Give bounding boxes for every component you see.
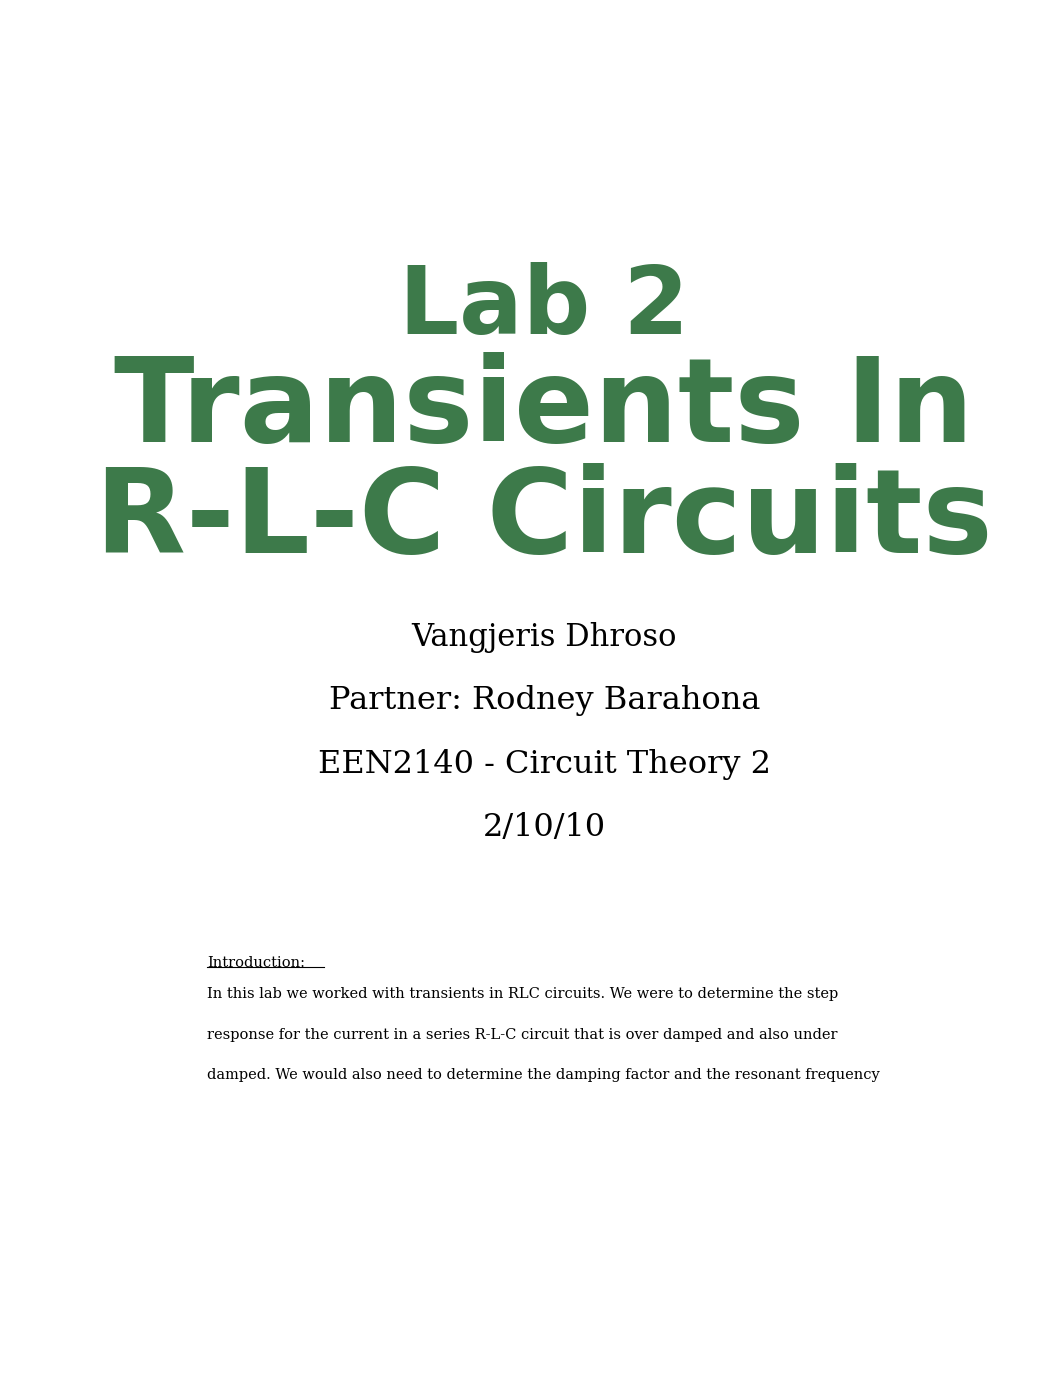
Text: damped. We would also need to determine the damping factor and the resonant freq: damped. We would also need to determine … [207, 1069, 879, 1082]
Text: R-L-C Circuits: R-L-C Circuits [96, 463, 993, 578]
Text: Vangjeris Dhroso: Vangjeris Dhroso [412, 621, 678, 653]
Text: In this lab we worked with transients in RLC circuits. We were to determine the : In this lab we worked with transients in… [207, 987, 838, 1001]
Text: Lab 2: Lab 2 [399, 263, 689, 354]
Text: Partner: Rodney Barahona: Partner: Rodney Barahona [328, 686, 760, 716]
Text: Introduction:: Introduction: [207, 956, 305, 969]
Text: 2/10/10: 2/10/10 [483, 812, 605, 844]
Text: EEN2140 - Circuit Theory 2: EEN2140 - Circuit Theory 2 [318, 749, 771, 779]
Text: response for the current in a series R-L-C circuit that is over damped and also : response for the current in a series R-L… [207, 1027, 837, 1041]
Text: Transients In: Transients In [115, 351, 974, 467]
